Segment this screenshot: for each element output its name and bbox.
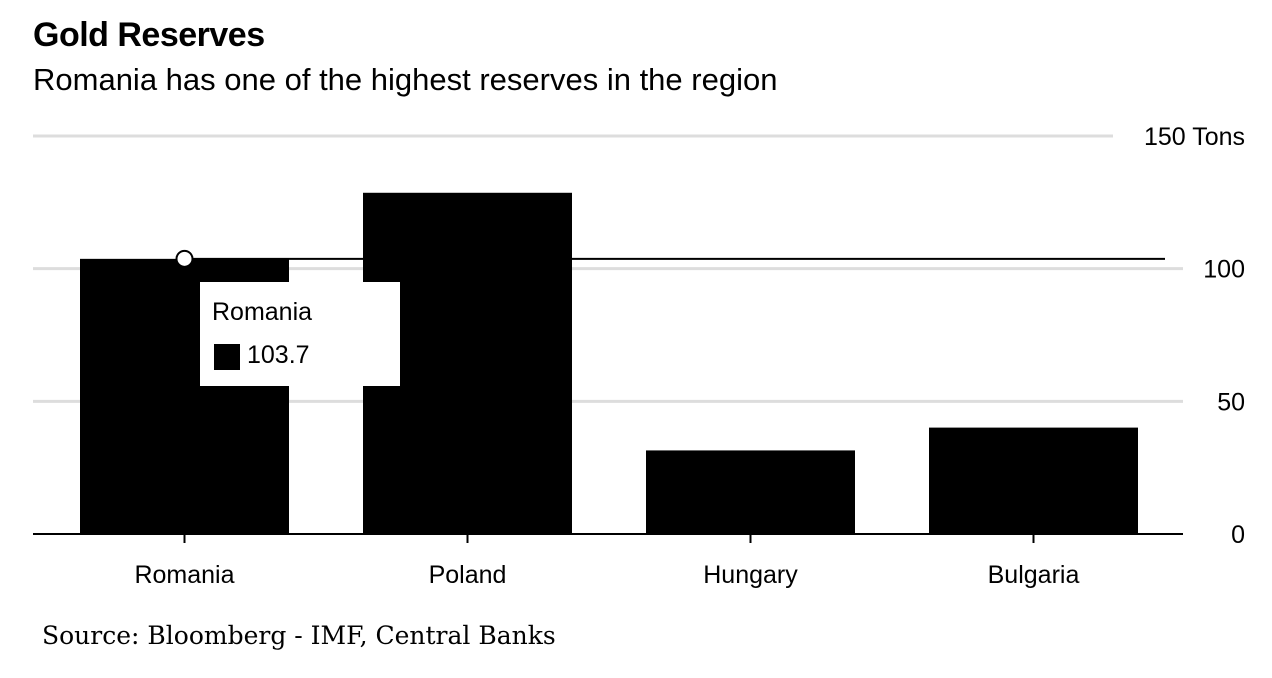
tooltip-series-swatch	[214, 344, 240, 370]
y-tick-label: 100	[1203, 256, 1245, 284]
y-tick-label: 0	[1231, 521, 1245, 549]
source-note: Source: Bloomberg - IMF, Central Banks	[42, 621, 556, 650]
bar-bulgaria[interactable]	[929, 427, 1138, 534]
tooltip-value-label: 103.7	[247, 341, 310, 369]
tooltip-category-label: Romania	[212, 298, 313, 326]
highlight-marker	[175, 249, 194, 268]
y-tick-label: 150 Tons	[1144, 123, 1245, 151]
chart-title: Gold Reserves	[33, 16, 265, 54]
bar-hungary[interactable]	[646, 450, 855, 534]
hover-tooltip: Romania 103.7	[200, 282, 400, 386]
x-tick-label: Hungary	[703, 561, 798, 589]
x-tick-label: Romania	[134, 561, 234, 589]
x-axis	[33, 533, 1183, 543]
bar-chart: 0 50 100 150 Tons Romania Poland Hungary Bulgar…	[33, 123, 1245, 589]
x-tick-label: Poland	[429, 561, 507, 589]
reference-line-layer	[175, 249, 1165, 268]
chart-subtitle: Romania has one of the highest reserves …	[33, 62, 778, 97]
tick-labels: 0 50 100 150 Tons Romania Poland Hungary Bulgar…	[134, 123, 1245, 589]
x-tick-label: Bulgaria	[988, 561, 1080, 589]
y-tick-label: 50	[1217, 388, 1245, 416]
